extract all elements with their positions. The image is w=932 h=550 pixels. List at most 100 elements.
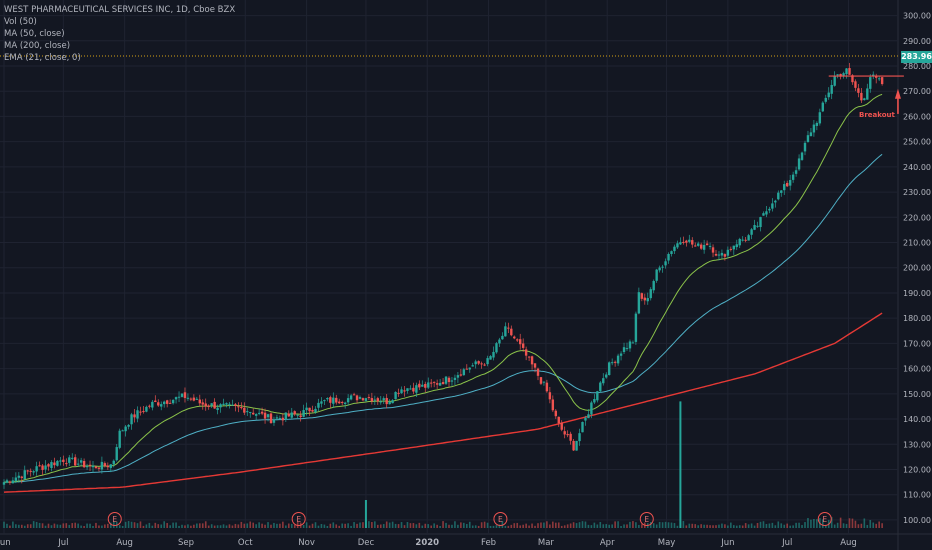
candle-down [133, 414, 136, 418]
volume-bar [362, 522, 364, 528]
candle-up [688, 239, 691, 242]
volume-bar [813, 518, 815, 528]
volume-bar [261, 523, 263, 528]
volume-bar [276, 523, 278, 528]
y-tick-label: 100.00 [903, 516, 931, 525]
volume-bar [44, 525, 47, 528]
volume-bar [314, 522, 317, 528]
volume-bar [733, 525, 735, 528]
candle-down [293, 411, 296, 415]
volume-bar [353, 522, 355, 528]
x-tick-label: Nov [298, 538, 315, 548]
candle-down [723, 254, 727, 257]
candle-down [338, 401, 341, 404]
volume-bar [741, 525, 744, 528]
volume-bar [207, 525, 210, 528]
candle-up [145, 406, 148, 412]
volume-bar [445, 522, 447, 528]
candle-up [756, 225, 759, 227]
volume-bar [457, 524, 459, 528]
volume-bar [145, 524, 148, 528]
candle-up [231, 404, 234, 406]
candle-up [174, 397, 178, 400]
volume-bar [682, 521, 685, 528]
x-tick-label: Jul [57, 538, 68, 548]
candle-up [127, 424, 130, 427]
candle-up [136, 410, 139, 419]
volume-bar [658, 521, 661, 528]
volume-bar [344, 523, 346, 528]
volume-bar [178, 525, 180, 528]
candle-up [444, 376, 448, 384]
candle-down [361, 398, 365, 401]
candle-down [269, 413, 273, 424]
volume-bar [620, 525, 622, 528]
candle-up [605, 374, 608, 378]
volume-bar [329, 523, 332, 528]
candle-up [44, 465, 47, 470]
volume-bar [246, 523, 249, 528]
volume-bar [590, 525, 593, 528]
volume-bar [293, 524, 296, 528]
volume-bar [804, 522, 806, 528]
legend-ma200[interactable]: MA (200, close) [4, 41, 71, 51]
legend-ema21[interactable]: EMA (21, close, 0) [4, 53, 81, 63]
volume-bar [774, 525, 777, 528]
candle-up [406, 388, 409, 391]
volume-bar [703, 524, 705, 528]
y-tick-label: 200.00 [903, 264, 931, 273]
candle-up [575, 440, 578, 451]
candle-up [670, 251, 673, 255]
volume-bar [578, 522, 581, 528]
candle-up [646, 298, 649, 302]
candle-down [424, 383, 427, 388]
candle-up [100, 461, 104, 470]
volume-bar [789, 525, 791, 528]
volume-bar [501, 521, 504, 528]
volume-bar [169, 525, 171, 528]
legend-ma50[interactable]: MA (50, close) [4, 29, 65, 39]
candle-up [323, 400, 326, 402]
y-tick-label: 220.00 [903, 213, 931, 222]
volume-bar [685, 525, 688, 528]
candle-up [836, 74, 839, 76]
volume-bar [489, 525, 492, 528]
last-price-label: 283.96 [901, 51, 932, 63]
candle-up [750, 229, 753, 235]
x-tick-label: Sep [178, 538, 194, 548]
candle-down [572, 440, 575, 451]
volume-bar [822, 519, 824, 528]
candle-up [809, 132, 813, 137]
candle-up [68, 457, 71, 463]
volume-bar [747, 524, 750, 528]
candle-up [596, 391, 599, 401]
candle-down [682, 241, 685, 243]
volume-bar [228, 524, 231, 528]
volume-bar [655, 524, 658, 528]
legend-volume[interactable]: Vol (50) [4, 17, 37, 27]
volume-bar [199, 523, 201, 528]
volume-bar [483, 521, 486, 528]
candle-up [364, 398, 368, 401]
candle-down [183, 392, 187, 398]
candle-up [14, 477, 18, 482]
candle-down [519, 339, 522, 345]
volume-bar [466, 524, 468, 528]
candle-down [252, 412, 255, 415]
candle-up [210, 403, 213, 406]
candle-up [2, 482, 6, 485]
volume-bar [3, 521, 5, 528]
volume-bar [581, 521, 584, 528]
candle-up [160, 404, 163, 407]
candle-up [349, 395, 353, 400]
volume-bar [575, 523, 578, 528]
y-tick-label: 230.00 [903, 188, 931, 197]
volume-bar [172, 522, 174, 528]
candle-down [20, 476, 23, 478]
candle-down [530, 356, 534, 365]
volume-bar [377, 524, 379, 528]
candle-down [148, 405, 151, 407]
candle-up [314, 408, 317, 413]
volume-bar [664, 521, 667, 528]
